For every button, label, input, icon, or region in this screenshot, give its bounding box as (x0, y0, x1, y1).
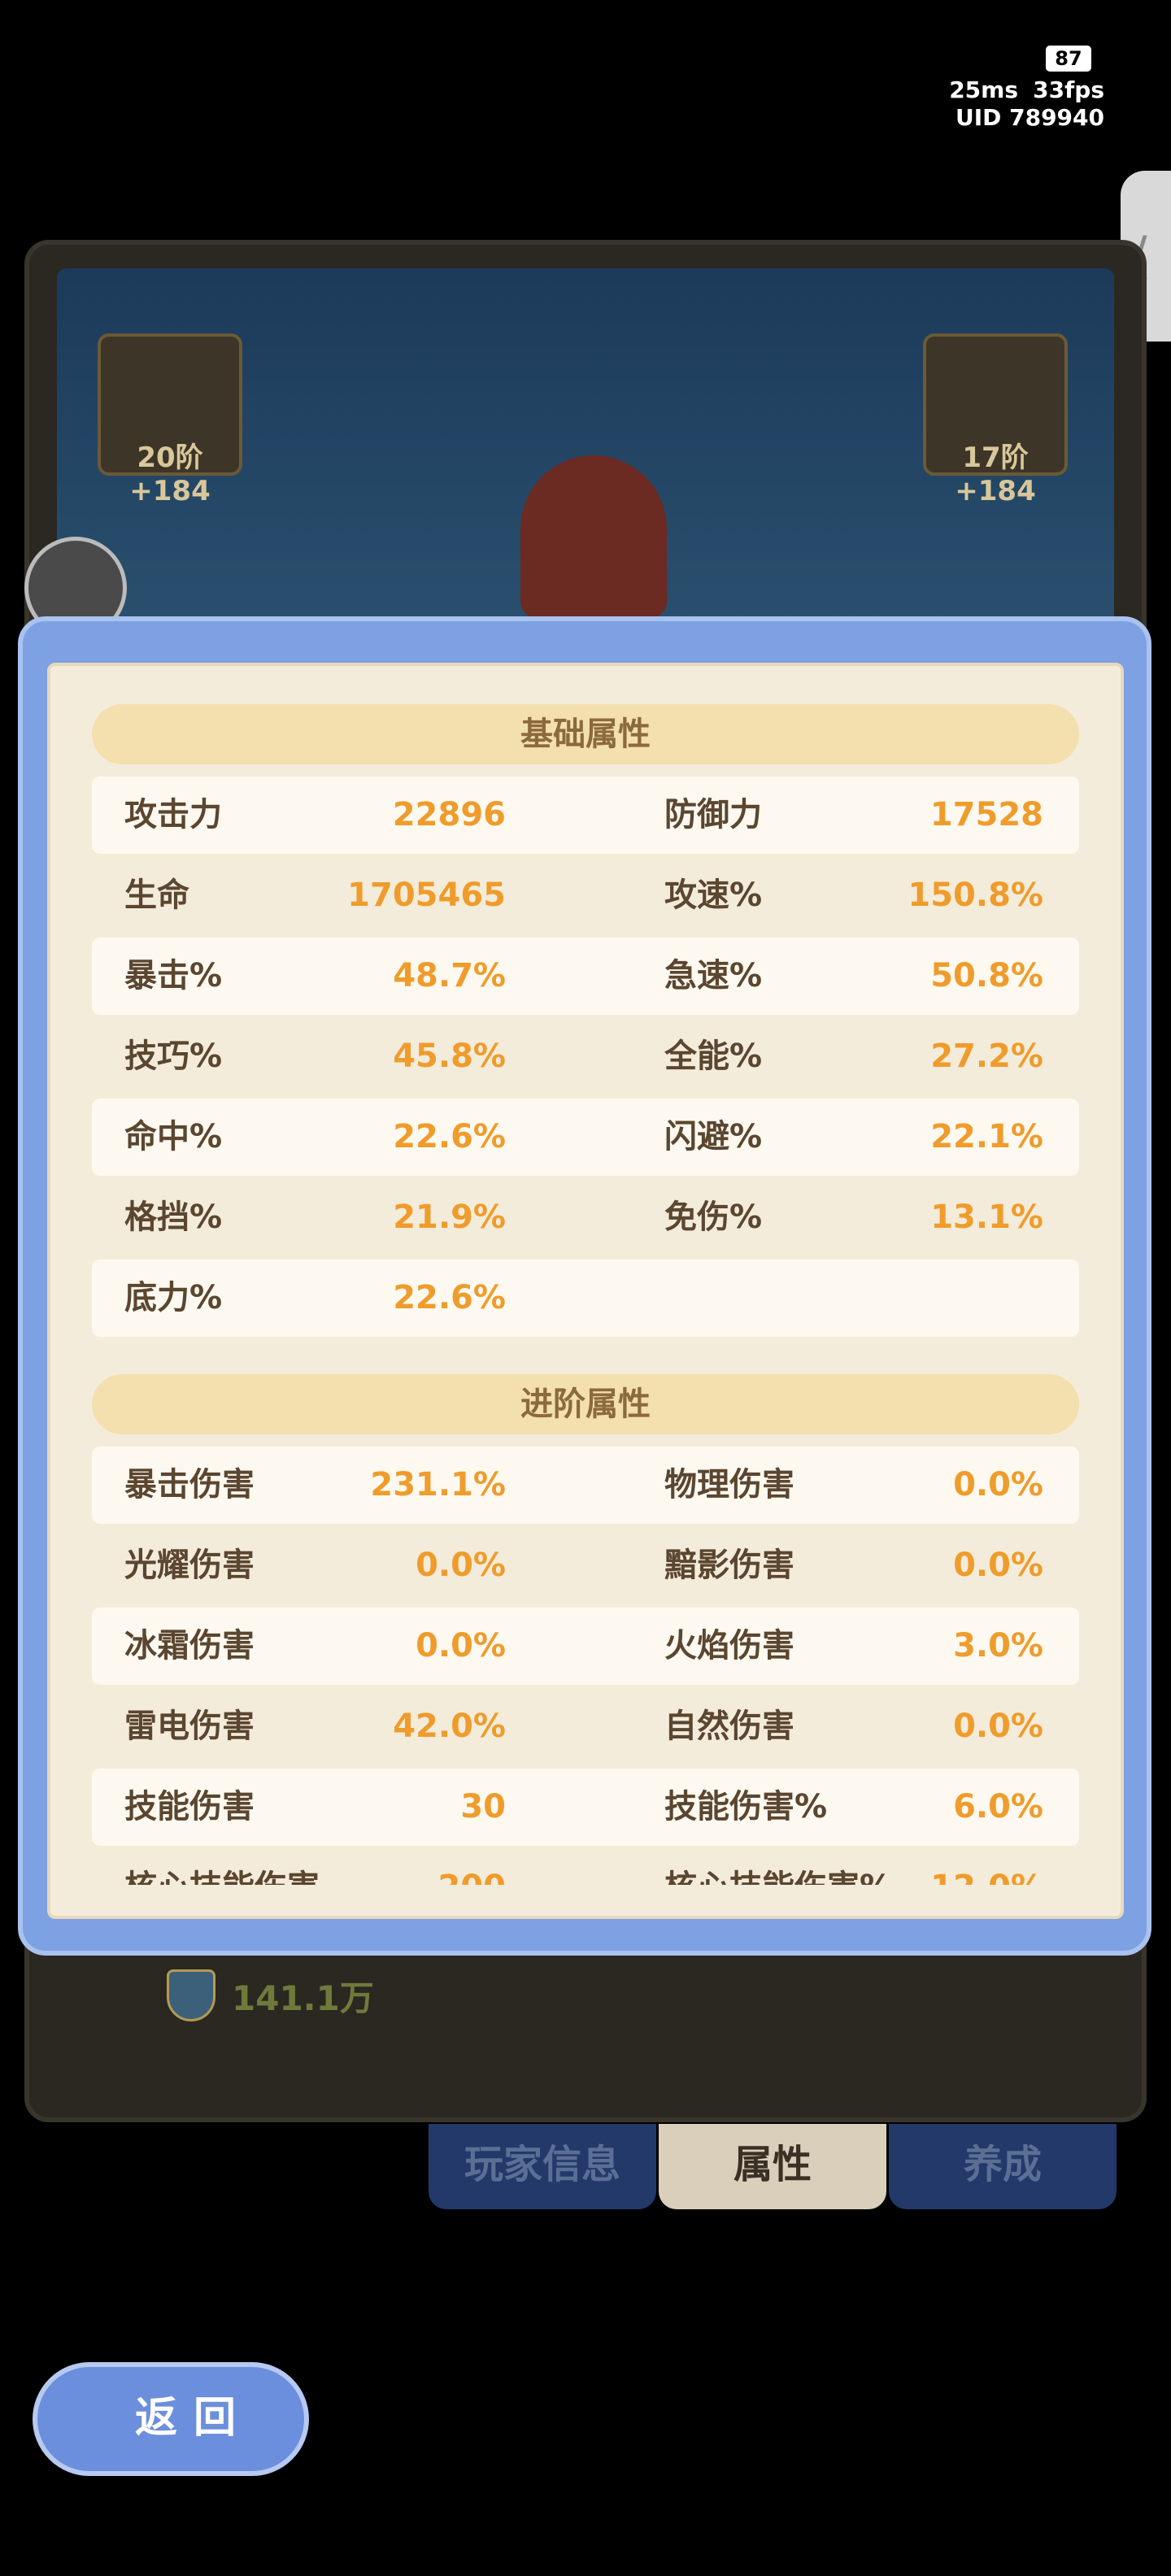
attribute-label: 火焰伤害 (664, 1627, 794, 1664)
attribute-value: 231.1% (370, 1466, 506, 1503)
attribute-label: 命中% (124, 1118, 223, 1155)
equipment-label: 17阶+184 (955, 442, 1036, 507)
attribute-row: 命中% 22.6% 闪避% 22.1% (92, 1099, 1079, 1176)
attribute-label: 攻速% (664, 877, 763, 914)
attribute-label: 冰霜伤害 (124, 1627, 255, 1664)
attribute-value: 150.8% (908, 877, 1043, 914)
attribute-value: 0.0% (953, 1708, 1043, 1745)
attribute-value: 13.1% (930, 1199, 1043, 1236)
attribute-row: 技巧% 45.8% 全能% 27.2% (92, 1018, 1079, 1095)
attribute-label: 技能伤害% (664, 1788, 828, 1825)
ping: 25ms (949, 76, 1018, 103)
attribute-label: 攻击力 (124, 796, 222, 833)
section-header: 进阶属性 (92, 1374, 1079, 1434)
attribute-label: 暴击伤害 (124, 1466, 255, 1503)
power-icon (167, 1969, 215, 2021)
tab[interactable]: 玩家信息 (429, 2124, 656, 2209)
attribute-value: 21.9% (393, 1199, 506, 1236)
fps: 33fps (1033, 76, 1104, 103)
attribute-label: 技巧% (124, 1038, 223, 1075)
back-button[interactable]: 返回 (33, 2362, 309, 2476)
attribute-value: 22896 (392, 796, 506, 833)
attribute-value: 17528 (929, 796, 1043, 833)
attribute-value: 0.0% (953, 1466, 1043, 1503)
attribute-label: 免伤% (664, 1199, 763, 1236)
attribute-row: 冰霜伤害 0.0% 火焰伤害 3.0% (92, 1608, 1079, 1685)
power-value: 141.1万 (232, 1978, 374, 2018)
attribute-row: 暴击% 48.7% 急速% 50.8% (92, 938, 1079, 1015)
attribute-value: 0.0% (416, 1627, 506, 1664)
attribute-label: 核心技能伤害 (124, 1849, 320, 1885)
battery: 87 (1046, 46, 1091, 72)
attribute-row: 技能伤害 30 技能伤害% 6.0% (92, 1769, 1079, 1846)
attribute-value: 27.2% (930, 1038, 1043, 1075)
attribute-value: 22.6% (393, 1118, 506, 1155)
equipment-slot[interactable] (923, 333, 1068, 476)
equipment-label: 20阶+184 (129, 442, 211, 507)
attribute-label: 自然伤害 (664, 1708, 794, 1745)
attribute-label: 技能伤害 (124, 1788, 255, 1825)
attribute-label: 光耀伤害 (124, 1547, 255, 1584)
attribute-label: 物理伤害 (664, 1466, 794, 1503)
tab[interactable]: 属性 (659, 2124, 886, 2209)
attribute-label: 黯影伤害 (664, 1547, 794, 1584)
attribute-value: 22.1% (930, 1118, 1043, 1155)
attribute-label: 格挡% (124, 1199, 223, 1236)
attribute-row: 暴击伤害 231.1% 物理伤害 0.0% (92, 1447, 1079, 1524)
attribute-row: 攻击力 22896 防御力 17528 (92, 777, 1079, 854)
attribute-row: 核心技能伤害200 核心技能伤害%12.0% (92, 1849, 1079, 1885)
attribute-value: 6.0% (953, 1788, 1043, 1825)
attribute-value: 45.8% (393, 1038, 506, 1075)
attribute-label: 闪避% (664, 1118, 763, 1155)
attribute-value: 3.0% (953, 1627, 1043, 1664)
equipment-slot[interactable] (98, 333, 242, 476)
attribute-value: 12.0% (799, 1849, 1043, 1885)
attribute-label: 全能% (664, 1038, 763, 1075)
attribute-row: 格挡% 21.9% 免伤% 13.1% (92, 1179, 1079, 1256)
attribute-value: 22.6% (393, 1279, 506, 1316)
attribute-value: 1705465 (347, 877, 506, 914)
attribute-label: 防御力 (664, 796, 762, 833)
attribute-row: 底力% 22.6% (92, 1260, 1079, 1337)
attribute-label: 核心技能伤害% (664, 1849, 892, 1885)
attribute-value: 30 (460, 1788, 506, 1825)
attribute-label: 暴击% (124, 957, 223, 994)
attribute-row: 光耀伤害 0.0% 黯影伤害 0.0% (92, 1527, 1079, 1604)
attribute-label: 急速% (664, 957, 763, 994)
attribute-value: 50.8% (930, 957, 1043, 994)
attribute-label: 生命 (124, 877, 189, 914)
attribute-row: 雷电伤害 42.0% 自然伤害 0.0% (92, 1688, 1079, 1765)
uid: UID 789940 (955, 104, 1104, 131)
tab[interactable]: 养成 (889, 2124, 1117, 2209)
attribute-label: 底力% (124, 1279, 223, 1316)
attribute-label: 雷电伤害 (124, 1708, 255, 1745)
panel-content: 基础属性攻击力 22896 防御力 17528 生命 1705465 攻速% 150.8% 暴击… (92, 695, 1079, 1885)
character (520, 455, 667, 618)
attribute-value: 48.7% (393, 957, 506, 994)
attribute-value: 0.0% (416, 1547, 506, 1584)
attribute-value: 200 (262, 1849, 507, 1885)
attribute-value: 0.0% (953, 1547, 1043, 1584)
attribute-value: 42.0% (393, 1708, 506, 1745)
section-header: 基础属性 (92, 704, 1079, 764)
attribute-row: 生命 1705465 攻速% 150.8% (92, 857, 1079, 934)
